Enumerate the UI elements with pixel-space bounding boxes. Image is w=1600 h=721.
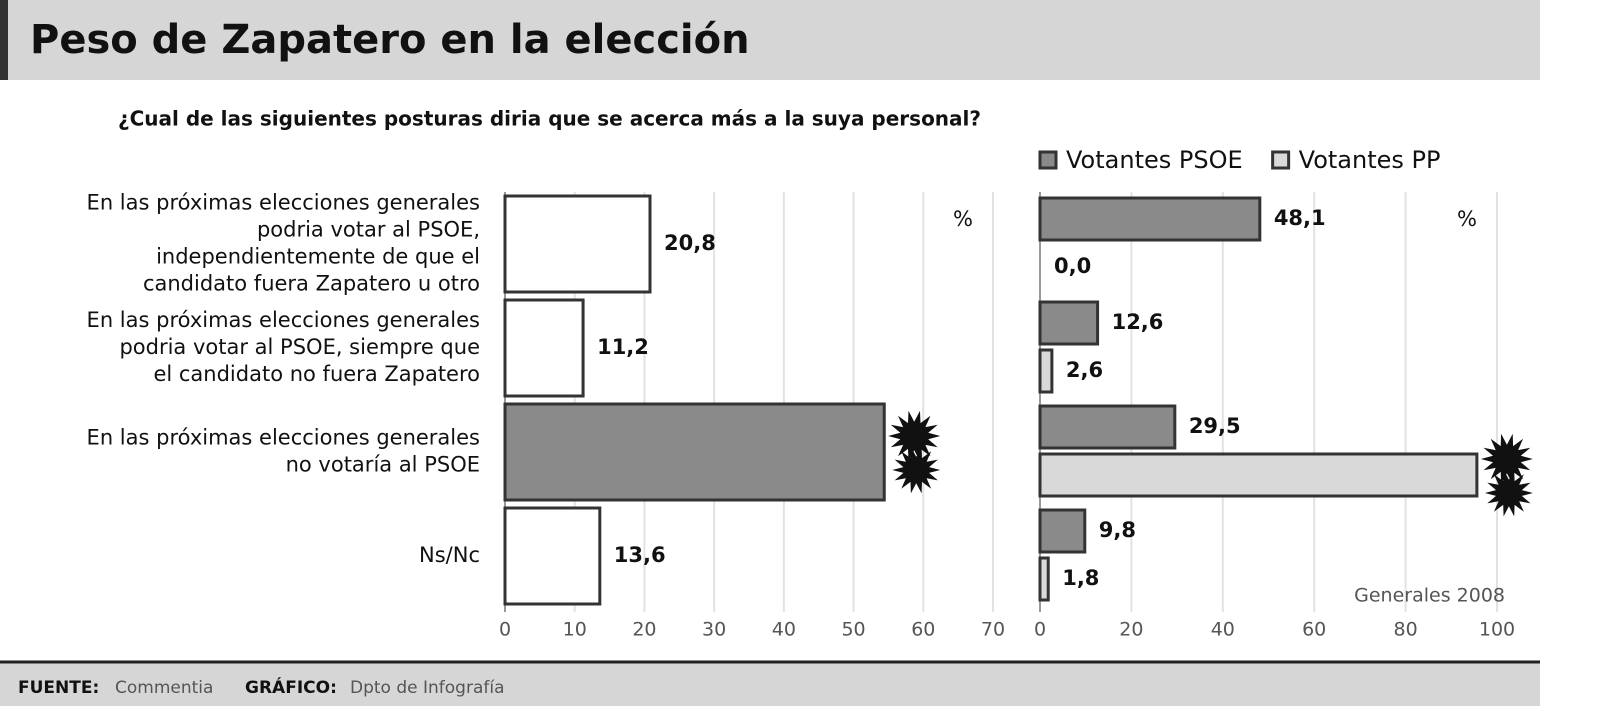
category-line: En las próximas elecciones generales xyxy=(87,426,480,450)
value-label: 11,2 xyxy=(597,335,649,359)
x-tick-label: 0 xyxy=(499,619,511,641)
x-tick-label: 30 xyxy=(702,619,726,641)
value-label: 9,8 xyxy=(1099,518,1136,542)
x-tick-label: 0 xyxy=(1034,619,1046,641)
bar xyxy=(1038,300,1100,346)
x-tick-label: 20 xyxy=(1119,619,1143,641)
bar xyxy=(503,194,652,294)
starburst xyxy=(892,446,941,494)
header-stripe xyxy=(0,0,8,80)
value-label: 13,6 xyxy=(614,543,666,567)
bar xyxy=(1038,556,1050,602)
bar xyxy=(1038,196,1262,242)
value-label: 29,5 xyxy=(1189,414,1241,438)
starburst xyxy=(1484,469,1533,517)
x-tick-label: 60 xyxy=(911,619,935,641)
starburst xyxy=(888,410,941,462)
value-label: 2,6 xyxy=(1066,358,1103,382)
category-line: independientemente de que el xyxy=(156,245,480,269)
x-tick-label: 50 xyxy=(841,619,865,641)
category-label: En las próximas elecciones generales podr… xyxy=(87,308,480,386)
source: Commentia xyxy=(115,678,213,698)
unit-label: % xyxy=(1457,207,1477,231)
category-label: En las próximas elecciones generales no v… xyxy=(87,426,480,477)
x-tick-label: 10 xyxy=(563,619,587,641)
x-tick-label: 100 xyxy=(1479,619,1515,641)
legend-label: Votantes PP xyxy=(1299,146,1441,174)
x-tick-label: 80 xyxy=(1394,619,1418,641)
x-tick-label: 70 xyxy=(981,619,1005,641)
bar xyxy=(1038,452,1479,498)
value-label: 12,6 xyxy=(1112,310,1164,334)
legend-swatch xyxy=(1271,150,1291,170)
title: Peso de Zapatero en la elección xyxy=(30,17,750,63)
category-line: no votaría al PSOE xyxy=(286,453,480,477)
category-label: Ns/Nc xyxy=(419,543,480,567)
bar xyxy=(503,402,886,502)
graphic: Dpto de Infografía xyxy=(350,678,505,698)
footer-band xyxy=(0,662,1540,706)
category-line: Ns/Nc xyxy=(419,543,480,567)
bar xyxy=(1038,348,1054,394)
value-label: 20,8 xyxy=(664,231,716,255)
category-line: podria votar al PSOE, siempre que xyxy=(119,335,480,359)
bar xyxy=(503,506,602,606)
value-label: 0,0 xyxy=(1054,254,1091,278)
x-tick-label: 40 xyxy=(772,619,796,641)
category-line: En las próximas elecciones generales xyxy=(87,308,480,332)
x-tick-label: 40 xyxy=(1211,619,1235,641)
value-label: 48,1 xyxy=(1274,206,1326,230)
source-label: FUENTE: xyxy=(18,678,99,698)
x-tick-label: 20 xyxy=(632,619,656,641)
x-tick-label: 60 xyxy=(1302,619,1326,641)
category-label: En las próximas elecciones generales podr… xyxy=(87,191,480,296)
subtitle: ¿Cual de las siguientes posturas diria q… xyxy=(118,107,981,131)
starburst xyxy=(1480,433,1533,485)
unit-label: % xyxy=(953,207,973,231)
header-band xyxy=(0,0,1540,80)
bar xyxy=(1038,404,1177,450)
category-line: candidato fuera Zapatero u otro xyxy=(143,272,480,296)
legend-swatch xyxy=(1038,150,1058,170)
category-line: el candidato no fuera Zapatero xyxy=(153,362,480,386)
annotation: Generales 2008 xyxy=(1354,585,1505,607)
graphic-label: GRÁFICO: xyxy=(245,676,337,698)
bar xyxy=(503,298,585,398)
category-line: En las próximas elecciones generales xyxy=(87,191,480,215)
legend-label: Votantes PSOE xyxy=(1066,146,1243,174)
category-line: podria votar al PSOE, xyxy=(257,218,480,242)
bar xyxy=(1038,508,1087,554)
value-label: 1,8 xyxy=(1062,566,1099,590)
